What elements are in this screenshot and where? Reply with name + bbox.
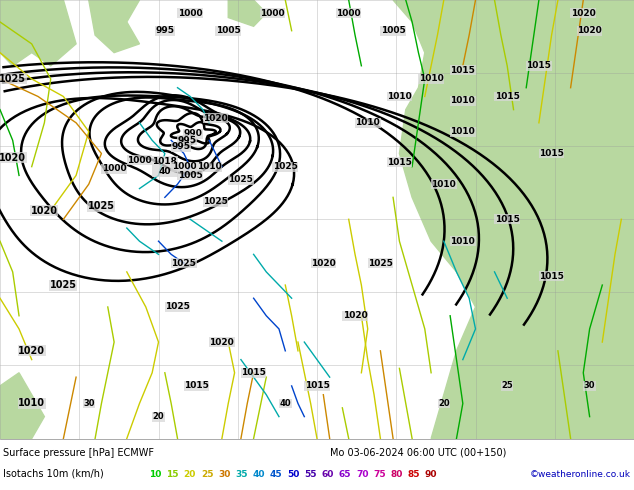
Text: 30: 30 bbox=[584, 381, 595, 391]
Text: 1025: 1025 bbox=[203, 197, 228, 206]
Text: 1025: 1025 bbox=[273, 162, 298, 171]
Text: 50: 50 bbox=[287, 470, 299, 479]
Text: ©weatheronline.co.uk: ©weatheronline.co.uk bbox=[530, 470, 631, 479]
Polygon shape bbox=[393, 0, 634, 439]
Text: 20: 20 bbox=[153, 412, 164, 421]
Text: 90: 90 bbox=[425, 470, 437, 479]
Text: 1000: 1000 bbox=[127, 155, 152, 165]
Text: 1015: 1015 bbox=[495, 92, 520, 101]
Text: 70: 70 bbox=[356, 470, 368, 479]
Text: 1015: 1015 bbox=[495, 215, 520, 224]
Text: 1020: 1020 bbox=[0, 153, 26, 163]
Text: 1015: 1015 bbox=[241, 368, 266, 377]
Text: 1010: 1010 bbox=[418, 74, 444, 83]
Text: 20: 20 bbox=[438, 399, 450, 408]
Text: Surface pressure [hPa] ECMWF: Surface pressure [hPa] ECMWF bbox=[3, 448, 154, 458]
Text: 15: 15 bbox=[166, 470, 179, 479]
Text: 1010: 1010 bbox=[18, 398, 45, 409]
Text: 1020: 1020 bbox=[31, 205, 58, 216]
Text: 1015: 1015 bbox=[387, 158, 412, 167]
Text: Isotachs 10m (km/h): Isotachs 10m (km/h) bbox=[3, 468, 104, 479]
Text: 40: 40 bbox=[252, 470, 265, 479]
Text: 995: 995 bbox=[178, 136, 197, 145]
Text: 85: 85 bbox=[408, 470, 420, 479]
Text: 1010: 1010 bbox=[450, 97, 476, 105]
Text: 1018
40: 1018 40 bbox=[152, 157, 178, 176]
Text: 1000: 1000 bbox=[172, 162, 196, 171]
Text: 1025: 1025 bbox=[171, 259, 197, 268]
Text: 1010: 1010 bbox=[355, 118, 380, 127]
Text: 45: 45 bbox=[269, 470, 282, 479]
Text: 40: 40 bbox=[280, 399, 291, 408]
Text: 1025: 1025 bbox=[165, 302, 190, 312]
Text: 1010: 1010 bbox=[197, 162, 222, 171]
Text: 20: 20 bbox=[184, 470, 196, 479]
Text: 1025: 1025 bbox=[50, 280, 77, 290]
Text: 1025: 1025 bbox=[368, 259, 393, 268]
Text: 75: 75 bbox=[373, 470, 385, 479]
Text: Mo 03-06-2024 06:00 UTC (00+150): Mo 03-06-2024 06:00 UTC (00+150) bbox=[330, 448, 506, 458]
Text: 995: 995 bbox=[171, 143, 190, 151]
Polygon shape bbox=[0, 373, 44, 439]
Text: 1000: 1000 bbox=[337, 9, 361, 18]
Text: 1020: 1020 bbox=[203, 114, 228, 123]
Polygon shape bbox=[228, 0, 266, 26]
Text: 25: 25 bbox=[501, 381, 513, 391]
Text: 1010: 1010 bbox=[431, 180, 456, 189]
Text: 1025: 1025 bbox=[0, 74, 26, 84]
Text: 1025: 1025 bbox=[228, 175, 254, 184]
Polygon shape bbox=[89, 0, 139, 52]
Text: 1005: 1005 bbox=[380, 26, 406, 35]
Text: 35: 35 bbox=[235, 470, 248, 479]
Text: 1015: 1015 bbox=[304, 381, 330, 391]
Text: 995: 995 bbox=[155, 26, 174, 35]
Text: 65: 65 bbox=[339, 470, 351, 479]
Text: 990: 990 bbox=[184, 129, 203, 138]
Text: 1020: 1020 bbox=[18, 346, 45, 356]
Text: 1015: 1015 bbox=[539, 272, 564, 281]
Text: 25: 25 bbox=[201, 470, 213, 479]
Text: 1020: 1020 bbox=[311, 259, 336, 268]
Text: 1005: 1005 bbox=[178, 171, 203, 180]
Text: 60: 60 bbox=[321, 470, 334, 479]
Text: 1000: 1000 bbox=[102, 164, 126, 173]
Text: 1015: 1015 bbox=[184, 381, 209, 391]
Text: 1020: 1020 bbox=[342, 311, 368, 320]
Text: 30: 30 bbox=[218, 470, 231, 479]
Text: 1000: 1000 bbox=[261, 9, 285, 18]
Text: 1020: 1020 bbox=[209, 338, 235, 346]
Polygon shape bbox=[0, 0, 76, 66]
Text: 1020: 1020 bbox=[571, 9, 596, 18]
Text: 10: 10 bbox=[149, 470, 162, 479]
Text: 1005: 1005 bbox=[216, 26, 241, 35]
Text: 1020: 1020 bbox=[577, 26, 602, 35]
Text: 1015: 1015 bbox=[450, 66, 476, 74]
Text: 1015: 1015 bbox=[539, 149, 564, 158]
Text: 80: 80 bbox=[391, 470, 403, 479]
Text: 1010: 1010 bbox=[387, 92, 412, 101]
Text: 1010: 1010 bbox=[450, 237, 476, 245]
Text: 30: 30 bbox=[83, 399, 94, 408]
Text: 55: 55 bbox=[304, 470, 317, 479]
Text: 1015: 1015 bbox=[526, 61, 552, 70]
Text: 1010: 1010 bbox=[450, 127, 476, 136]
Text: 1025: 1025 bbox=[88, 201, 115, 211]
Text: 1000: 1000 bbox=[178, 9, 202, 18]
